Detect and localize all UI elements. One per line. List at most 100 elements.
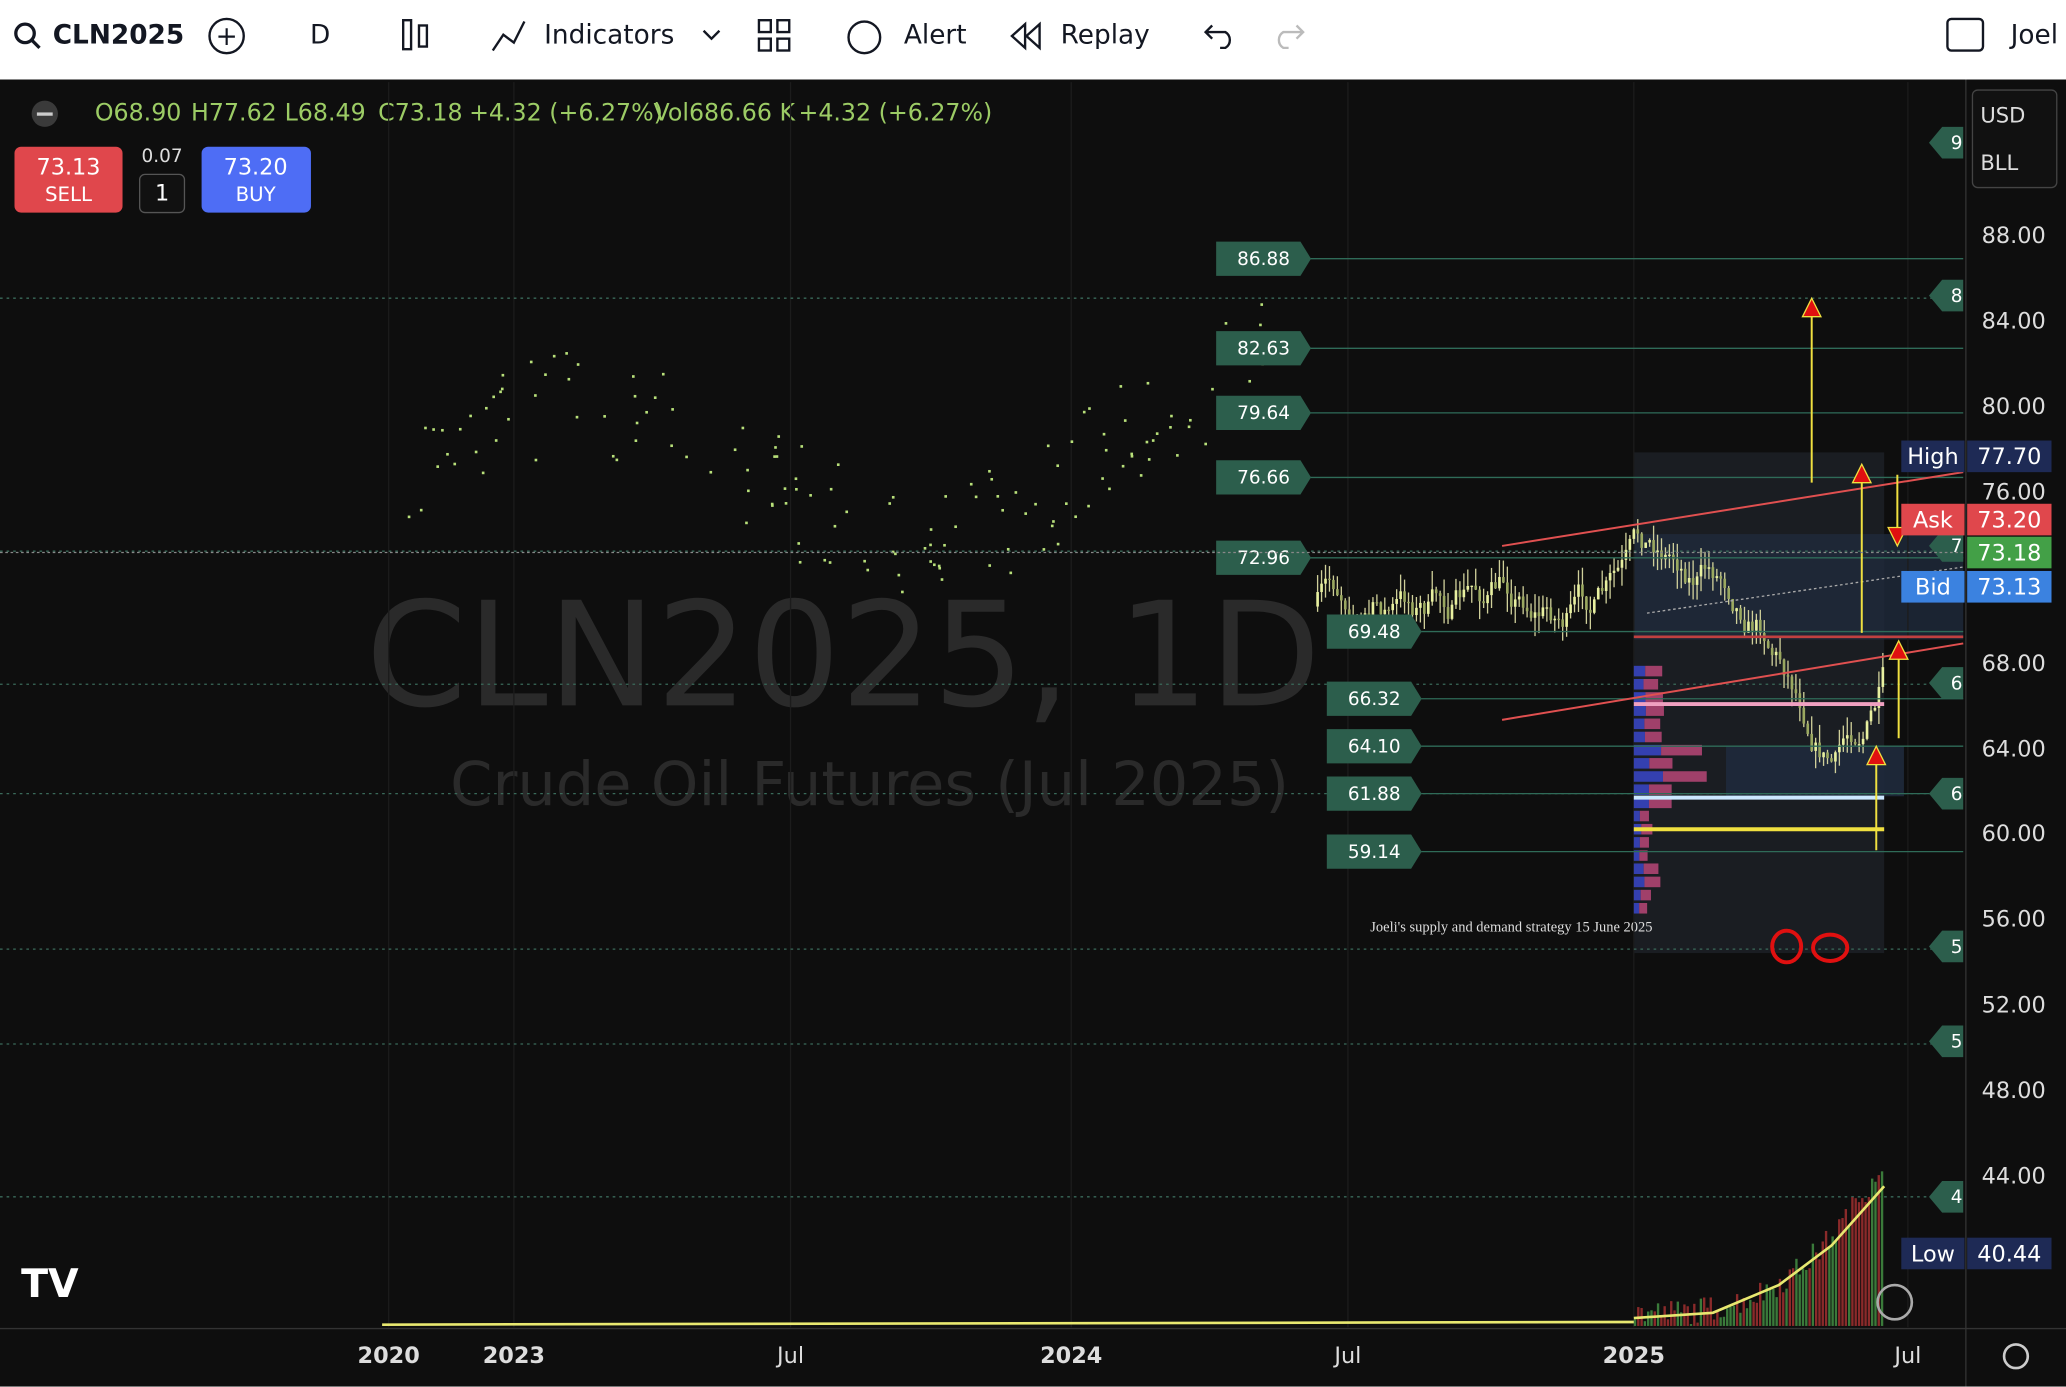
dot [795,487,798,491]
symbol[interactable]: CLN2025 [53,21,185,51]
candle-body [1407,601,1410,604]
unit[interactable]: BLL [1980,150,2018,175]
profile-blue [1633,810,1640,822]
candle-body [1529,611,1533,618]
dot [797,542,801,545]
dot [866,568,870,572]
candle-body [1589,609,1592,613]
dot [1070,440,1074,444]
redo[interactable] [1277,24,1305,50]
change: +4.32 (+6.27%) [469,98,663,126]
dot [635,421,639,425]
price-tick: 84.00 [1982,308,2046,334]
volume-bar [1729,1306,1732,1326]
candle-body [1672,554,1675,560]
volume-bar [1811,1243,1815,1326]
quantity-input[interactable] [139,173,186,214]
dot [1088,407,1091,410]
dot [746,468,749,472]
profile-pink [1644,731,1662,743]
volume-bar [1762,1300,1765,1326]
dot [1024,512,1028,515]
indicators[interactable]: Indicators [544,21,674,51]
dot [507,417,510,421]
price-label-value: 73.13 [1977,575,2041,601]
dot [733,448,737,452]
volume-bar [1679,1312,1683,1326]
candle-body [1454,590,1458,605]
dot [923,547,927,550]
dot [1014,491,1018,494]
alert[interactable]: Alert [904,21,967,51]
dot [611,454,615,458]
account-icon[interactable] [1946,17,1985,52]
volume-bar [1732,1305,1736,1326]
trend-dotted [1646,566,1964,614]
volume-bar [1877,1175,1880,1326]
volume-bar [1752,1301,1755,1326]
candle-body [1596,587,1600,600]
layout-icon[interactable] [757,19,791,52]
dot [1119,385,1123,388]
chart-type [417,24,429,48]
volume-bar [1831,1236,1834,1326]
replay-timer[interactable] [1876,1283,1914,1321]
price-label-value: 73.20 [1977,507,2041,533]
dot [424,426,427,430]
dropdown[interactable] [702,29,721,41]
price-tick: 80.00 [1982,394,2046,420]
candle-body [1664,554,1667,560]
search-icon[interactable] [14,22,36,45]
candle-body [1747,621,1750,633]
buy-button[interactable] [201,146,311,213]
dot [773,455,776,458]
user[interactable]: Joel [2009,21,2058,51]
overlay: 86.88 82.63 79.64 76.66 72.96 69.48 66.32 64.10… [0,126,2052,1270]
volume-bar [1821,1241,1824,1326]
price-label-box [1967,1237,2052,1270]
price-label-name: Low [1911,1241,1955,1267]
price-label-tag [1901,570,1965,603]
price-tick: 52.00 [1982,992,2046,1018]
interval[interactable]: D [310,21,330,51]
candle-body [1506,582,1509,594]
candle-body [1877,686,1881,708]
candle-body [1687,578,1691,583]
sell-button[interactable] [14,146,123,213]
candle-body [1608,572,1612,581]
candle-body [1782,659,1786,676]
dot [615,458,619,462]
price-label-tag [1901,1237,1965,1270]
profile-blue [1633,679,1644,690]
arrow-head [1851,462,1873,484]
volume-bar [1808,1268,1811,1326]
marker-circle [1811,932,1850,963]
settings[interactable] [2002,1343,2030,1370]
candle-body [1411,602,1414,616]
candle-body [1604,580,1608,592]
price-label-name: Bid [1915,575,1951,601]
currency[interactable]: USD [1980,102,2025,127]
dot [783,487,787,490]
candle-body [1707,567,1711,569]
volume-bar [1719,1317,1722,1326]
volume-bar [1805,1269,1808,1326]
volume-bar [1633,1319,1637,1326]
dot [500,387,504,391]
volume-bar [1775,1297,1778,1326]
scale-selector[interactable] [1971,89,2058,189]
add-symbol: + [216,22,238,52]
candle-body [1509,593,1513,607]
volume-bar [1745,1308,1749,1326]
chart-type[interactable] [402,19,413,51]
dot [897,573,901,577]
indicators-icon[interactable] [491,20,526,52]
add-symbol[interactable] [208,17,245,55]
volume-bar [1656,1303,1660,1326]
dot [441,428,444,432]
alert-icon[interactable] [847,20,882,55]
dot [836,463,840,466]
replay[interactable]: Replay [1061,21,1150,51]
volume-bar [1834,1240,1838,1326]
undo[interactable] [1203,24,1232,50]
